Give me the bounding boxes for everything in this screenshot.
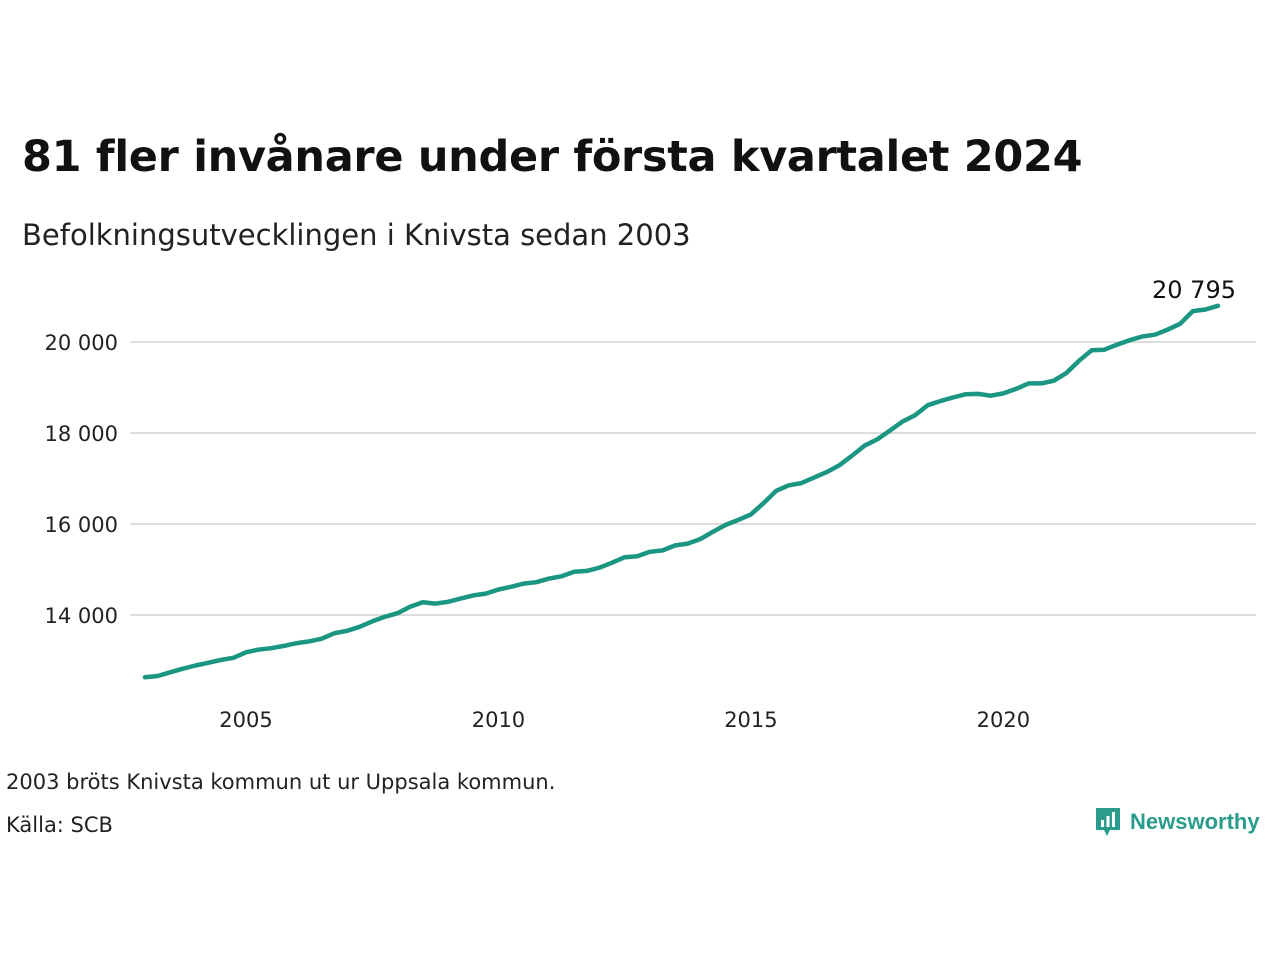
x-tick-label: 2005: [219, 708, 272, 732]
logo-text: Newsworthy: [1130, 809, 1260, 834]
newsworthy-logo: Newsworthy: [1094, 806, 1260, 838]
y-tick-label: 14 000: [45, 604, 118, 628]
series-line-population: [142, 303, 1221, 680]
y-tick-label: 20 000: [45, 331, 118, 355]
bar-chart-icon: [1096, 808, 1120, 836]
source-credit: Källa: SCB: [6, 813, 113, 837]
gridlines: [130, 341, 1256, 616]
chart-subtitle: Befolkningsutvecklingen i Knivsta sedan …: [22, 218, 691, 252]
x-tick-label: 2010: [472, 708, 525, 732]
footnote: 2003 bröts Knivsta kommun ut ur Uppsala …: [6, 770, 556, 794]
end-value-label: 20 795: [1152, 276, 1236, 304]
x-tick-label: 2015: [724, 708, 777, 732]
x-tick-label: 2020: [977, 708, 1030, 732]
x-axis-ticks: 2005 2010 2015 2020: [219, 708, 1030, 732]
y-tick-label: 18 000: [45, 422, 118, 446]
y-axis-ticks: 14 000 16 000 18 000 20 000: [45, 331, 118, 628]
series-layer: [142, 303, 1221, 680]
y-tick-label: 16 000: [45, 513, 118, 537]
chart-title: 81 fler invånare under första kvartalet …: [22, 132, 1083, 182]
data-labels: 20 795: [1152, 276, 1236, 304]
